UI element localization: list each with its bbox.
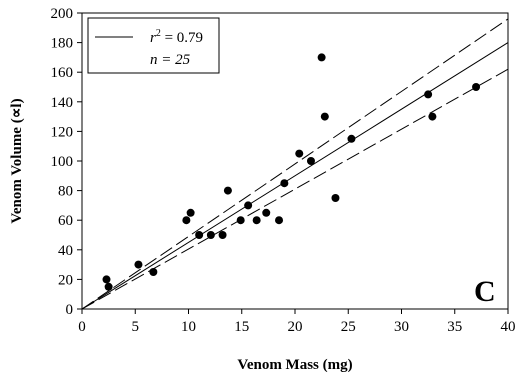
- x-tick-label: 10: [181, 319, 196, 335]
- x-tick-label: 30: [394, 319, 409, 335]
- data-point: [280, 179, 289, 188]
- data-point: [186, 208, 195, 217]
- x-tick-label: 20: [288, 319, 303, 335]
- legend-box: [87, 17, 220, 74]
- data-point: [102, 275, 111, 284]
- x-tick-label: 15: [234, 319, 249, 335]
- data-point: [206, 231, 215, 239]
- data-point: [262, 208, 271, 217]
- y-tick-label: 140: [51, 95, 74, 111]
- data-point: [295, 149, 304, 158]
- y-tick-label: 40: [58, 243, 73, 259]
- data-point: [275, 216, 284, 225]
- y-tick-label: 20: [58, 272, 73, 288]
- x-tick-label: 25: [341, 319, 356, 335]
- y-tick-label: 160: [51, 65, 74, 81]
- data-point: [317, 53, 326, 62]
- data-point: [236, 216, 245, 225]
- y-tick-label: 60: [58, 213, 73, 229]
- y-tick-label: 0: [66, 302, 74, 318]
- data-point: [428, 112, 437, 121]
- y-tick-label: 100: [51, 154, 74, 170]
- y-tick-label: 200: [51, 6, 74, 22]
- y-axis-title: Venom Volume (∝l): [9, 98, 25, 223]
- data-point: [195, 231, 204, 239]
- data-point: [223, 186, 232, 195]
- legend: r2 = 0.79 n = 25: [87, 17, 220, 74]
- data-point: [182, 216, 191, 225]
- ci-lower-line: [81, 68, 509, 310]
- regression-line: [81, 42, 509, 310]
- x-axis-title: Venom Mass (mg): [237, 357, 352, 373]
- x-tick-label: 35: [447, 319, 462, 335]
- data-point: [347, 134, 356, 143]
- y-tick-label: 120: [51, 124, 74, 140]
- data-point: [134, 260, 143, 269]
- legend-n-label: n = 25: [150, 52, 191, 68]
- data-point: [149, 268, 158, 276]
- data-point: [320, 112, 329, 121]
- ci-upper-line: [81, 18, 509, 310]
- y-tick-label: 80: [58, 184, 73, 200]
- data-point: [104, 282, 113, 291]
- x-tick-label: 5: [132, 319, 140, 335]
- data-point: [218, 231, 227, 239]
- data-point: [424, 90, 433, 99]
- panel-label: C: [474, 275, 496, 308]
- data-point: [252, 216, 261, 225]
- data-point: [331, 194, 340, 202]
- data-point: [244, 201, 253, 210]
- data-point: [472, 83, 481, 91]
- data-point: [306, 157, 315, 165]
- x-tick-label: 0: [78, 319, 86, 335]
- y-tick-label: 180: [51, 36, 74, 52]
- legend-r2-label: r2 = 0.79: [150, 28, 203, 46]
- axes-layer: 0 5 10 15 20 25 30 35 40 0 20 40 60 80 100 120 140 160 180…: [51, 6, 516, 335]
- plot-points-layer: [102, 53, 481, 291]
- x-tick-label: 40: [501, 319, 516, 335]
